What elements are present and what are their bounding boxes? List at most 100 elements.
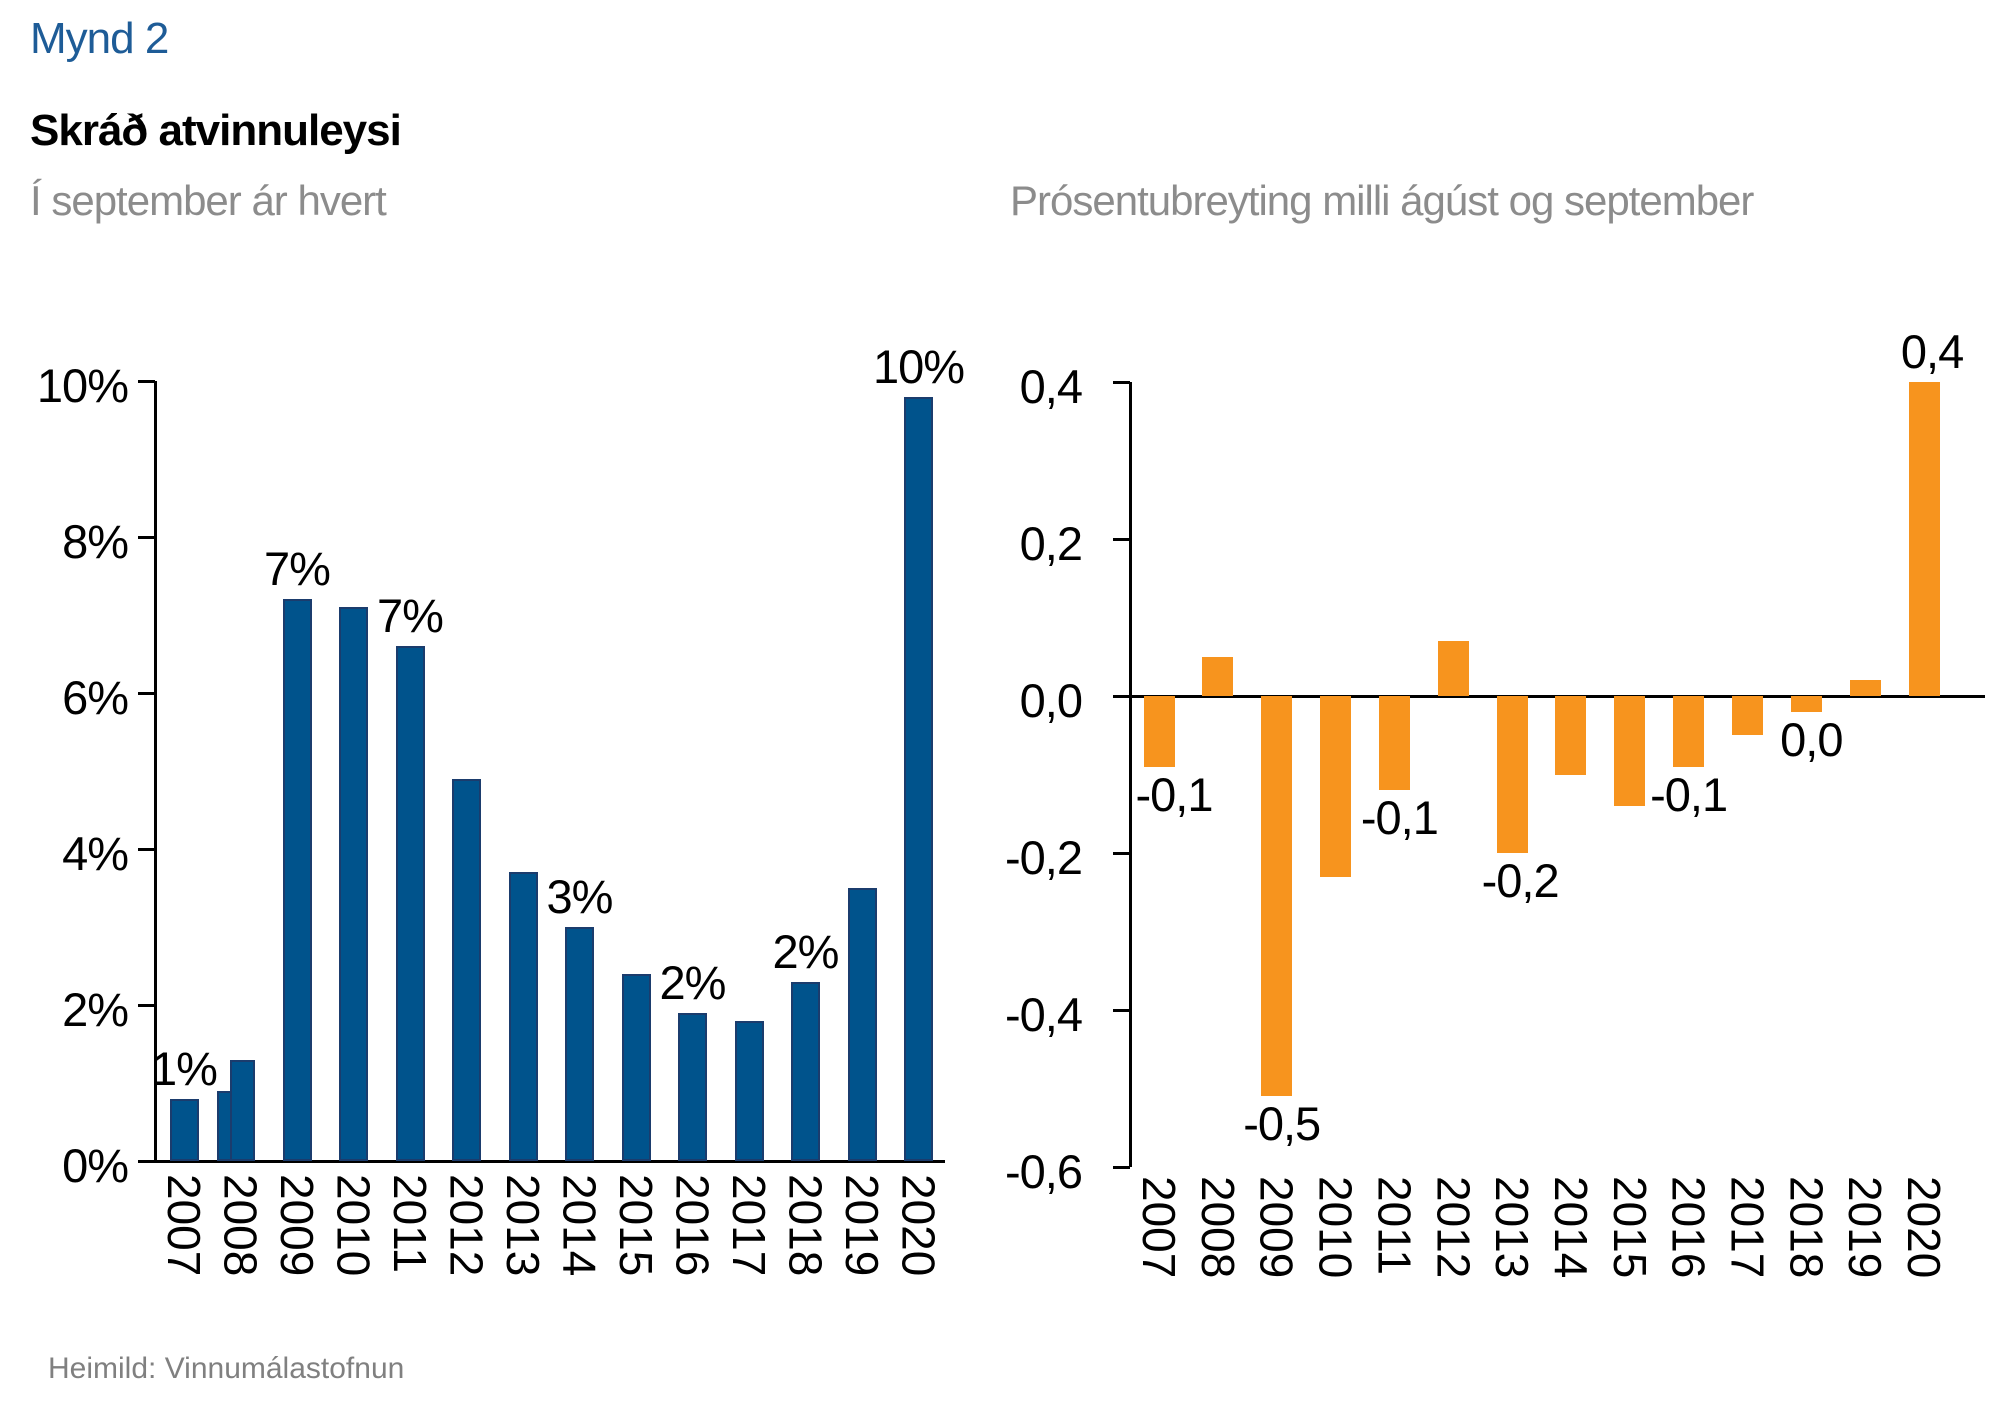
left-chart-bar-2016 bbox=[678, 1012, 707, 1161]
left-chart-year-2017: 2017 bbox=[723, 1174, 775, 1277]
left-chart-bar-2013 bbox=[508, 872, 538, 1161]
left-chart-ytick-label-10%: 10% bbox=[36, 359, 129, 412]
right-chart-year-2013: 2013 bbox=[1486, 1176, 1539, 1279]
right-chart-bar-2017 bbox=[1732, 696, 1763, 736]
right-chart-year-2017: 2017 bbox=[1721, 1176, 1774, 1279]
left-chart-year-2007: 2007 bbox=[158, 1174, 210, 1277]
left-chart-bar-2017 bbox=[734, 1020, 764, 1161]
left-chart-bar-2007 bbox=[169, 1098, 199, 1161]
right-chart-ytick-0,4 bbox=[1113, 380, 1130, 384]
right-chart-year-2012: 2012 bbox=[1427, 1176, 1480, 1279]
right-chart-bar-2019 bbox=[1849, 680, 1881, 696]
right-chart-bar-2014 bbox=[1555, 696, 1587, 775]
right-chart-year-2008: 2008 bbox=[1191, 1176, 1244, 1279]
right-chart-ytick-label--0,2: -0,2 bbox=[1005, 831, 1083, 884]
right-chart-bar-label-2018: 0,0 bbox=[1780, 712, 1843, 766]
left-chart-year-2015: 2015 bbox=[610, 1174, 662, 1277]
right-chart-ytick--0,2 bbox=[1113, 851, 1130, 855]
left-chart-year-2012: 2012 bbox=[440, 1174, 493, 1277]
right-chart-bar-2008 bbox=[1202, 656, 1234, 696]
right-chart-bar-2013 bbox=[1496, 696, 1528, 853]
right-chart-year-2009: 2009 bbox=[1250, 1176, 1303, 1279]
left-chart-year-2019: 2019 bbox=[836, 1174, 888, 1277]
left-chart-bar-2014 bbox=[565, 927, 594, 1161]
left-chart-bar-label-2009: 7% bbox=[264, 542, 331, 596]
right-chart-year-2018: 2018 bbox=[1780, 1176, 1833, 1279]
left-chart-y-axis bbox=[153, 381, 157, 1161]
right-chart-ytick-label-0,2: 0,2 bbox=[1019, 517, 1083, 570]
right-chart-year-2016: 2016 bbox=[1662, 1176, 1715, 1279]
left-chart-year-2014: 2014 bbox=[553, 1174, 606, 1277]
right-chart-bar-2012 bbox=[1437, 641, 1469, 696]
left-chart-bar-label-2018: 2% bbox=[772, 924, 840, 978]
right-chart-ytick-label-0,4: 0,4 bbox=[1019, 360, 1083, 413]
left-chart-bar-2011 bbox=[395, 646, 425, 1161]
right-chart-ytick-label--0,4: -0,4 bbox=[1005, 988, 1083, 1041]
left-chart-year-2010: 2010 bbox=[327, 1174, 380, 1277]
left-chart-ytick-label-8%: 8% bbox=[62, 515, 129, 568]
right-chart-subtitle: Prósentubreyting milli ágúst og septembe… bbox=[1010, 177, 1754, 224]
left-chart-ytick-label-2%: 2% bbox=[62, 983, 129, 1036]
left-chart-bar-label-2014: 3% bbox=[546, 870, 614, 923]
left-chart-bar-2008 bbox=[230, 1059, 255, 1161]
source-note: Heimild: Vinnumálastofnun bbox=[48, 1352, 405, 1385]
right-chart-ytick--0,6 bbox=[1113, 1165, 1130, 1169]
left-chart-bar-2015 bbox=[621, 973, 651, 1161]
right-chart-year-2020: 2020 bbox=[1898, 1176, 1951, 1279]
left-chart-year-2020: 2020 bbox=[892, 1174, 945, 1277]
right-chart-y-axis bbox=[1128, 382, 1132, 1167]
right-chart-bar-2015 bbox=[1614, 696, 1646, 806]
right-chart-ytick-0,0 bbox=[1113, 694, 1130, 698]
right-chart-bar-label-2013: -0,2 bbox=[1481, 854, 1560, 907]
left-chart-subtitle: Í september ár hvert bbox=[30, 177, 387, 224]
right-chart-bar-label-2016: -0,1 bbox=[1650, 767, 1728, 821]
right-chart-ytick-label-0,0: 0,0 bbox=[1019, 674, 1083, 727]
right-chart-ytick-0,2 bbox=[1113, 537, 1130, 541]
left-chart-year-2011: 2011 bbox=[384, 1174, 436, 1273]
left-chart-year-2009: 2009 bbox=[271, 1174, 323, 1277]
right-chart-bar-label-2020: 0,4 bbox=[1900, 325, 1964, 378]
right-chart-bar-2016 bbox=[1673, 696, 1705, 767]
left-chart-ytick-4% bbox=[138, 847, 155, 851]
right-chart-bar-label-2007: -0,1 bbox=[1135, 767, 1214, 821]
right-chart-year-2010: 2010 bbox=[1309, 1176, 1362, 1279]
left-chart-ytick-6% bbox=[138, 691, 155, 695]
page-title: Skráð atvinnuleysi bbox=[30, 106, 402, 155]
right-chart-bar-2018 bbox=[1790, 696, 1822, 712]
left-chart-bar-label-2011: 7% bbox=[377, 589, 444, 643]
left-chart-ytick-8% bbox=[138, 535, 155, 539]
figure-label: Mynd 2 bbox=[30, 14, 169, 63]
left-chart-ytick-label-0%: 0% bbox=[62, 1139, 129, 1192]
left-chart-bar-2020 bbox=[904, 396, 933, 1161]
left-chart-zero-line bbox=[138, 1159, 945, 1163]
left-chart-bar-2018 bbox=[791, 981, 820, 1161]
right-chart-bar-2010 bbox=[1320, 696, 1352, 877]
right-chart-bar-2011 bbox=[1378, 696, 1410, 791]
left-chart-bar-label-2020: 10% bbox=[872, 339, 965, 393]
left-chart-year-2018: 2018 bbox=[779, 1174, 832, 1277]
right-chart-bar-label-2009: -0,5 bbox=[1243, 1097, 1321, 1151]
right-chart-year-2019: 2019 bbox=[1839, 1176, 1892, 1279]
left-chart-year-2013: 2013 bbox=[497, 1174, 549, 1277]
left-chart-bar-2010 bbox=[339, 607, 368, 1161]
left-chart-year-2016: 2016 bbox=[666, 1174, 719, 1277]
right-chart-bar-2020 bbox=[1908, 382, 1940, 696]
left-chart-year-2008: 2008 bbox=[214, 1174, 267, 1277]
right-chart-bar-2009 bbox=[1261, 696, 1293, 1097]
left-chart-bar-2012 bbox=[452, 778, 481, 1161]
right-chart-ytick--0,4 bbox=[1113, 1008, 1130, 1012]
left-chart-bar-label-2016: 2% bbox=[659, 955, 727, 1009]
right-chart-bar-label-2011: -0,1 bbox=[1360, 791, 1439, 845]
right-chart-ytick-label--0,6: -0,6 bbox=[1005, 1145, 1083, 1198]
left-chart-ytick-label-4%: 4% bbox=[62, 827, 129, 880]
left-chart-bar-label-2007: 1% bbox=[151, 1041, 218, 1095]
right-chart-year-2014: 2014 bbox=[1544, 1176, 1597, 1279]
left-chart-bar-2019 bbox=[847, 888, 877, 1161]
right-chart-year-2015: 2015 bbox=[1603, 1176, 1656, 1279]
right-chart-year-2007: 2007 bbox=[1133, 1176, 1185, 1279]
left-chart-ytick-10% bbox=[138, 379, 155, 383]
left-chart-ytick-label-6%: 6% bbox=[62, 671, 129, 724]
left-chart-bar-2009 bbox=[282, 599, 312, 1161]
right-chart-year-2011: 2011 bbox=[1368, 1176, 1421, 1275]
